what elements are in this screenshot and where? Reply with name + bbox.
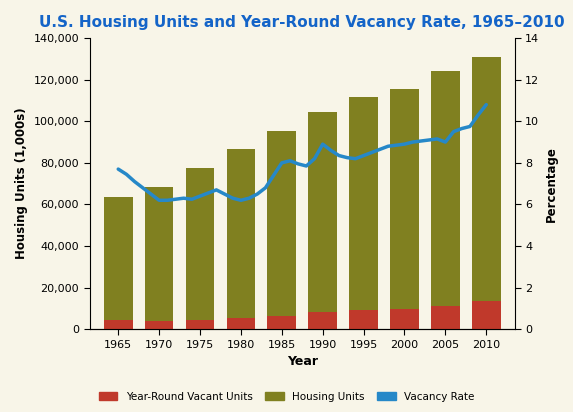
- Vacancy Rate: [360, 153, 367, 158]
- Vacancy Rate: [123, 172, 130, 177]
- Vacancy Rate: [401, 142, 408, 147]
- Vacancy Rate: [131, 179, 138, 184]
- Vacancy Rate: [426, 138, 433, 143]
- Bar: [226, 318, 255, 329]
- Vacancy Rate: [262, 185, 269, 190]
- Bar: [431, 306, 460, 329]
- Bar: [350, 97, 378, 329]
- Vacancy Rate: [139, 185, 146, 190]
- X-axis label: Year: Year: [286, 355, 318, 368]
- Bar: [268, 316, 296, 329]
- Vacancy Rate: [450, 129, 457, 134]
- Vacancy Rate: [474, 112, 481, 117]
- Vacancy Rate: [417, 138, 424, 143]
- Vacancy Rate: [205, 190, 211, 195]
- Vacancy Rate: [319, 142, 326, 147]
- Vacancy Rate: [172, 197, 179, 202]
- Vacancy Rate: [295, 162, 301, 166]
- Vacancy Rate: [303, 164, 310, 169]
- Vacancy Rate: [197, 194, 203, 199]
- Vacancy Rate: [483, 102, 490, 107]
- Vacancy Rate: [393, 143, 400, 147]
- Vacancy Rate: [189, 197, 195, 202]
- Bar: [472, 301, 501, 329]
- Bar: [350, 311, 378, 329]
- Bar: [145, 321, 174, 329]
- Vacancy Rate: [237, 198, 244, 203]
- Bar: [472, 57, 501, 329]
- Vacancy Rate: [115, 166, 121, 171]
- Vacancy Rate: [327, 148, 334, 153]
- Vacancy Rate: [278, 160, 285, 165]
- Bar: [145, 187, 174, 329]
- Vacancy Rate: [164, 198, 171, 203]
- Vacancy Rate: [384, 144, 391, 149]
- Bar: [226, 149, 255, 329]
- Vacancy Rate: [270, 173, 277, 178]
- Vacancy Rate: [180, 196, 187, 201]
- Vacancy Rate: [336, 153, 343, 158]
- Bar: [308, 311, 337, 329]
- Vacancy Rate: [311, 156, 318, 161]
- Vacancy Rate: [376, 147, 383, 152]
- Vacancy Rate: [213, 187, 220, 192]
- Bar: [268, 131, 296, 329]
- Vacancy Rate: [352, 156, 359, 161]
- Vacancy Rate: [246, 196, 253, 201]
- Bar: [104, 321, 132, 329]
- Bar: [308, 112, 337, 329]
- Vacancy Rate: [458, 126, 465, 131]
- Vacancy Rate: [156, 198, 163, 203]
- Bar: [390, 309, 419, 329]
- Bar: [431, 71, 460, 329]
- Y-axis label: Housing Units (1,000s): Housing Units (1,000s): [15, 108, 28, 260]
- Vacancy Rate: [409, 140, 416, 145]
- Bar: [104, 197, 132, 329]
- Title: U.S. Housing Units and Year-Round Vacancy Rate, 1965–2010: U.S. Housing Units and Year-Round Vacanc…: [40, 15, 565, 30]
- Y-axis label: Percentage: Percentage: [545, 146, 558, 222]
- Vacancy Rate: [434, 136, 441, 141]
- Bar: [186, 168, 214, 329]
- Vacancy Rate: [254, 192, 261, 197]
- Vacancy Rate: [466, 124, 473, 129]
- Bar: [186, 320, 214, 329]
- Line: Vacancy Rate: Vacancy Rate: [118, 105, 486, 200]
- Vacancy Rate: [221, 192, 228, 197]
- Bar: [390, 89, 419, 329]
- Vacancy Rate: [442, 140, 449, 145]
- Vacancy Rate: [344, 155, 351, 160]
- Vacancy Rate: [147, 192, 154, 197]
- Legend: Year-Round Vacant Units, Housing Units, Vacancy Rate: Year-Round Vacant Units, Housing Units, …: [93, 386, 480, 407]
- Vacancy Rate: [286, 158, 293, 163]
- Vacancy Rate: [368, 150, 375, 155]
- Vacancy Rate: [229, 196, 236, 201]
